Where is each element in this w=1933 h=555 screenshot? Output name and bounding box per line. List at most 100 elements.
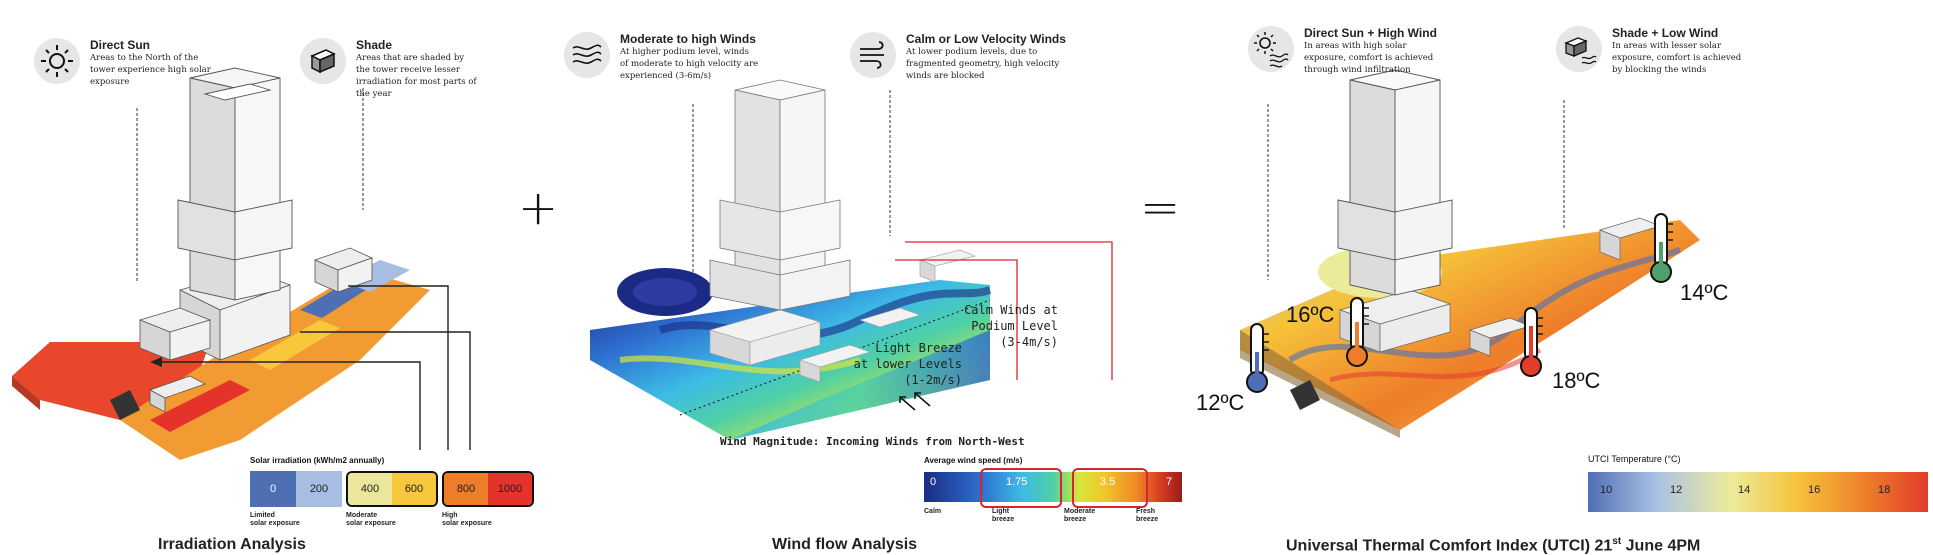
annotation-title: Shade: [356, 38, 393, 52]
legend-value: 16: [1808, 484, 1821, 496]
legend-group-label: solar exposure: [250, 520, 300, 527]
annotation-desc-line: In areas with high solar: [1304, 41, 1407, 51]
legend-group-label: Moderate: [346, 512, 378, 519]
temperature-label: 18ºC: [1552, 368, 1601, 393]
tower: [177, 67, 293, 301]
utci-caption-sup: st: [1612, 536, 1622, 547]
annotation-desc-line: exposure: [90, 77, 130, 87]
annotation-desc-line: of moderate to high velocity are: [620, 59, 759, 69]
flow-label-line: (3-4m/s): [1000, 335, 1058, 349]
legend-value: 7: [1166, 476, 1173, 488]
legend-cell: 400: [348, 473, 392, 505]
legend-group-label: Limited: [250, 512, 275, 519]
annotation-desc-line: At lower podium levels, due to: [906, 47, 1038, 57]
annotation-desc-line: the year: [356, 89, 392, 99]
annotation-desc-line: winds are blocked: [906, 71, 985, 81]
plus-operator: +: [518, 180, 559, 236]
annotation-desc-line: experienced (3-6m/s): [620, 71, 712, 81]
legend-group-label: Calm: [924, 508, 942, 515]
annotation-title: Calm or Low Velocity Winds: [906, 32, 1066, 46]
utci-caption-tail: June 4PM: [1621, 537, 1701, 555]
podium-blocks: [138, 247, 374, 413]
legend-group-label: Moderate breeze: [1064, 508, 1096, 523]
annotation-desc-line: exposure, comfort is achieved: [1304, 53, 1434, 63]
flow-label-line: Calm Winds at: [964, 303, 1058, 317]
utci-caption-text: Universal Thermal Comfort Index (UTCI) 2…: [1286, 537, 1613, 555]
irradiation-panel: Direct Sun Areas to the North of the tow…: [0, 0, 560, 553]
calm-wind-icon: [850, 32, 896, 78]
thermometer-icon: [1346, 297, 1369, 367]
legend-value: 10: [1600, 484, 1613, 496]
utci-panel: 12ºC 16ºC 18ºC 14ºC Direct Sun: [1180, 0, 1933, 555]
annotation-desc-line: through wind infiltration: [1304, 65, 1411, 75]
legend-cell: 200: [296, 471, 342, 507]
temperature-label: 14ºC: [1680, 280, 1729, 305]
utci-caption: Universal Thermal Comfort Index (UTCI) 2…: [1286, 536, 1700, 555]
flow-label-line: Light Breeze: [875, 341, 962, 355]
legend-title: Average wind speed (m/s): [924, 456, 1023, 465]
legend-value: 1.75: [1006, 476, 1028, 488]
legend-group-label: Fresh breeze: [1136, 508, 1159, 523]
legend-group-label: solar exposure: [442, 520, 492, 527]
utci-legend: UTCI Temperature (°C) 10 12 14 16 18: [1588, 454, 1928, 512]
wind-legend: Average wind speed (m/s) 0 1.75 3.5 7 Ca…: [924, 456, 1182, 523]
annotation-title: Direct Sun: [90, 38, 151, 52]
annotation-desc-line: fragmented geometry, high velocity: [906, 59, 1060, 69]
wind-magnitude-label: Wind Magnitude: Incoming Winds from Nort…: [720, 435, 1025, 448]
legend-group-label: High: [442, 512, 458, 519]
annotation-desc-line: by blocking the winds: [1612, 65, 1707, 75]
sun-icon: [34, 38, 80, 84]
legend-value: 12: [1670, 484, 1683, 496]
shade-box-icon: [300, 38, 346, 84]
legend-cell: 800: [444, 473, 488, 505]
thermometer-icon: [1246, 323, 1269, 393]
annotation-desc-line: irradiation for most parts of: [356, 77, 477, 87]
legend-value: 3.5: [1100, 476, 1116, 488]
legend-cell: 1000: [488, 473, 532, 505]
wind-caption: Wind flow Analysis: [772, 536, 918, 553]
utci-diagram: [1240, 69, 1700, 438]
temperature-label: 16ºC: [1286, 302, 1335, 327]
equals-operator: =: [1140, 180, 1181, 236]
flow-label-line: Podium Level: [971, 319, 1058, 333]
annotation-desc-line: exposure, comfort is achieved: [1612, 53, 1742, 63]
wind-diagram: [590, 79, 1113, 440]
legend-group-label: Light breeze: [992, 508, 1015, 523]
legend-value: 14: [1738, 484, 1751, 496]
legend-title: Solar irradiation (kWh/m2 annually): [250, 456, 385, 465]
moderate-breeze-highlight: [1072, 468, 1148, 508]
thermometer-icon: [1650, 213, 1673, 283]
annotation-desc-line: the tower receive lesser: [356, 65, 460, 75]
shade-wind-icon: [1556, 26, 1602, 72]
calm-winds-label: Calm Winds at Podium Level (3-4m/s): [964, 302, 1058, 350]
wind-lines-icon: [564, 32, 610, 78]
temperature-label: 12ºC: [1196, 390, 1245, 415]
light-breeze-label: Light Breeze at lower Levels (1-2m/s): [854, 340, 962, 388]
annotation-title: Moderate to high Winds: [620, 32, 756, 46]
legend-title: UTCI Temperature (°C): [1588, 454, 1681, 464]
legend-cell: 0: [250, 471, 296, 507]
wind-gradient-bar: [924, 472, 1182, 502]
irradiation-caption: Irradiation Analysis: [158, 536, 306, 553]
flow-label-line: at lower Levels: [853, 357, 962, 371]
wind-panel: Moderate to high Winds At higher podium …: [560, 0, 1182, 553]
annotation-title: Shade + Low Wind: [1612, 26, 1719, 40]
utci-gradient-bar: [1588, 472, 1928, 512]
legend-value: 18: [1878, 484, 1891, 496]
thermometer-icon: [1520, 307, 1543, 377]
annotation-desc-line: At higher podium level, winds: [620, 47, 749, 57]
solar-legend: Solar irradiation (kWh/m2 annually) 0 20…: [250, 456, 534, 527]
light-breeze-highlight: [980, 468, 1062, 508]
wind-direction-arrows: [899, 392, 931, 411]
annotation-title: Direct Sun + High Wind: [1304, 26, 1437, 40]
legend-cell: 600: [392, 473, 436, 505]
legend-value: 0: [930, 476, 937, 488]
legend-group-label: solar exposure: [346, 520, 396, 527]
annotation-desc-line: In areas with lesser solar: [1612, 41, 1722, 51]
annotation-desc-line: Areas that are shaded by: [356, 53, 465, 63]
sun-wind-icon: [1248, 26, 1294, 72]
irradiation-diagram: [12, 67, 471, 460]
flow-label-line: (1-2m/s): [904, 373, 962, 387]
annotation-desc-line: tower experience high solar: [90, 65, 211, 75]
annotation-desc-line: Areas to the North of the: [90, 53, 199, 63]
